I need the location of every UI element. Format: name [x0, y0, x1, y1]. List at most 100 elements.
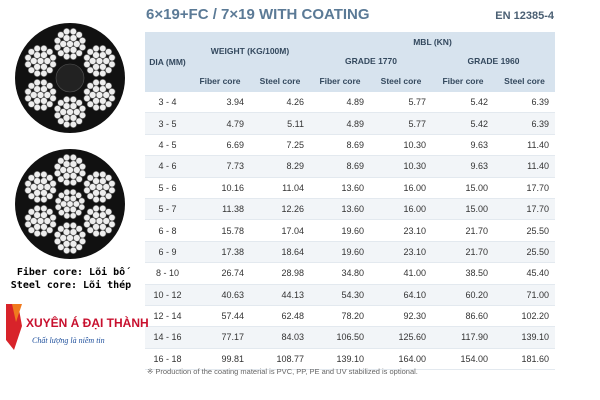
- table-cell: 3 - 4: [145, 92, 190, 114]
- rope-shape: [69, 221, 77, 230]
- rope-shape: [73, 166, 81, 174]
- rope-shape: [27, 226, 35, 234]
- legend: Fiber core: Lõi bố Steel core: Lõi thép: [0, 266, 142, 292]
- rope-shape: [72, 200, 80, 208]
- table-cell: 19.60: [310, 241, 370, 264]
- logo-mark: [12, 304, 22, 322]
- spec-table: DIA (MM) WEIGHT (KG/100M) MBL (KN) GRADE…: [145, 32, 555, 371]
- table-cell: 23.10: [370, 241, 432, 264]
- rope-shape: [59, 40, 67, 48]
- rope-shape: [27, 66, 35, 74]
- rope-shape: [99, 204, 107, 213]
- table-cell: 154.00: [432, 348, 494, 371]
- rope-shape: [92, 195, 100, 204]
- table-cell: 7.25: [250, 134, 310, 157]
- table-cell: 54.30: [310, 284, 370, 306]
- rope-shape: [105, 82, 113, 90]
- rope-shape: [24, 214, 32, 222]
- rope-shape: [108, 180, 116, 188]
- rope-shape: [92, 78, 100, 87]
- rope-shape: [108, 186, 116, 194]
- rope-shape: [49, 60, 57, 68]
- rope-shape: [105, 100, 113, 108]
- rope-shape: [27, 82, 35, 90]
- rope-shape: [53, 43, 62, 51]
- rope-shape: [57, 49, 65, 57]
- rope-shape: [78, 169, 87, 177]
- rope-shape: [75, 225, 83, 233]
- table-cell: 3 - 5: [145, 112, 190, 135]
- table-cell: 4.89: [310, 92, 370, 114]
- rope-shape: [102, 57, 110, 65]
- rope-shape: [75, 243, 83, 251]
- table-cell: 5 - 7: [145, 198, 190, 221]
- rope-shape: [57, 157, 65, 165]
- table-cell: 4.89: [310, 112, 370, 135]
- table-cell: 26.74: [190, 262, 250, 285]
- table-cell: 71.00: [494, 284, 555, 306]
- rope-shape: [24, 94, 32, 102]
- rope-shape: [43, 91, 52, 99]
- rope-shape: [63, 246, 71, 255]
- rope-shape: [49, 220, 57, 228]
- table-cell: 64.10: [370, 284, 432, 306]
- rope-shape: [69, 188, 77, 196]
- rope-shape: [78, 105, 87, 113]
- subheader-cell: Steel core: [370, 70, 432, 92]
- header-cell: DIA (MM): [145, 32, 190, 92]
- rope-shape: [46, 192, 54, 200]
- header-cell: MBL (KN): [310, 32, 555, 52]
- rope-shape: [40, 204, 48, 213]
- rope-shape: [83, 214, 91, 222]
- rope-shape: [108, 60, 116, 68]
- rope-shape: [108, 88, 116, 96]
- rope-shape: [75, 209, 82, 216]
- rope-shape: [57, 99, 65, 107]
- rope-shape: [46, 226, 54, 234]
- rope-shape: [33, 170, 41, 179]
- rope-shape: [73, 108, 81, 116]
- rope-shape: [105, 208, 113, 216]
- rope-shape: [30, 183, 38, 191]
- table-cell: 5.42: [432, 92, 494, 114]
- rope-shape: [46, 82, 54, 90]
- rope-shape: [78, 231, 87, 239]
- table-cell: 21.70: [432, 219, 494, 242]
- rope-shape: [46, 174, 54, 182]
- rope-shape: [46, 48, 54, 56]
- rope-shape: [99, 78, 107, 87]
- rope-shape: [57, 117, 65, 125]
- rope-shape: [105, 48, 113, 56]
- table-row: 16 - 18 99.81 108.77 139.10 164.00 154.00 181.…: [145, 348, 555, 371]
- table-cell: 5.11: [250, 112, 310, 135]
- rope-shape: [49, 88, 57, 96]
- table-cell: 6.69: [190, 134, 250, 157]
- rope-shape: [27, 174, 35, 182]
- rope-shape: [86, 226, 94, 234]
- rope-shape: [92, 103, 100, 112]
- table-cell: 181.60: [494, 348, 555, 371]
- table-cell: 6.39: [494, 92, 555, 114]
- rope-shape: [27, 208, 35, 216]
- table-cell: 5 - 6: [145, 177, 190, 199]
- rope-shape: [86, 192, 94, 200]
- rope-shape: [63, 52, 71, 61]
- rope-shape: [83, 220, 91, 228]
- rope-shape: [92, 170, 100, 179]
- rope-shape: [75, 117, 83, 125]
- rope-shape: [102, 217, 110, 225]
- table-cell: 10 - 12: [145, 284, 190, 306]
- rope-shape: [40, 78, 48, 87]
- rope-shape: [43, 57, 52, 65]
- rope-shape: [105, 174, 113, 182]
- table-cell: 13.60: [310, 198, 370, 221]
- rope-shape: [78, 203, 86, 211]
- rope-shape: [78, 43, 87, 51]
- table-row: 4 - 6 7.73 8.29 8.69 10.30 9.63 11.40: [145, 155, 555, 178]
- table-cell: 8.29: [250, 155, 310, 178]
- rope-shape: [108, 214, 116, 222]
- rope-shape: [24, 88, 32, 96]
- table-cell: 99.81: [190, 348, 250, 371]
- table-cell: 15.78: [190, 219, 250, 242]
